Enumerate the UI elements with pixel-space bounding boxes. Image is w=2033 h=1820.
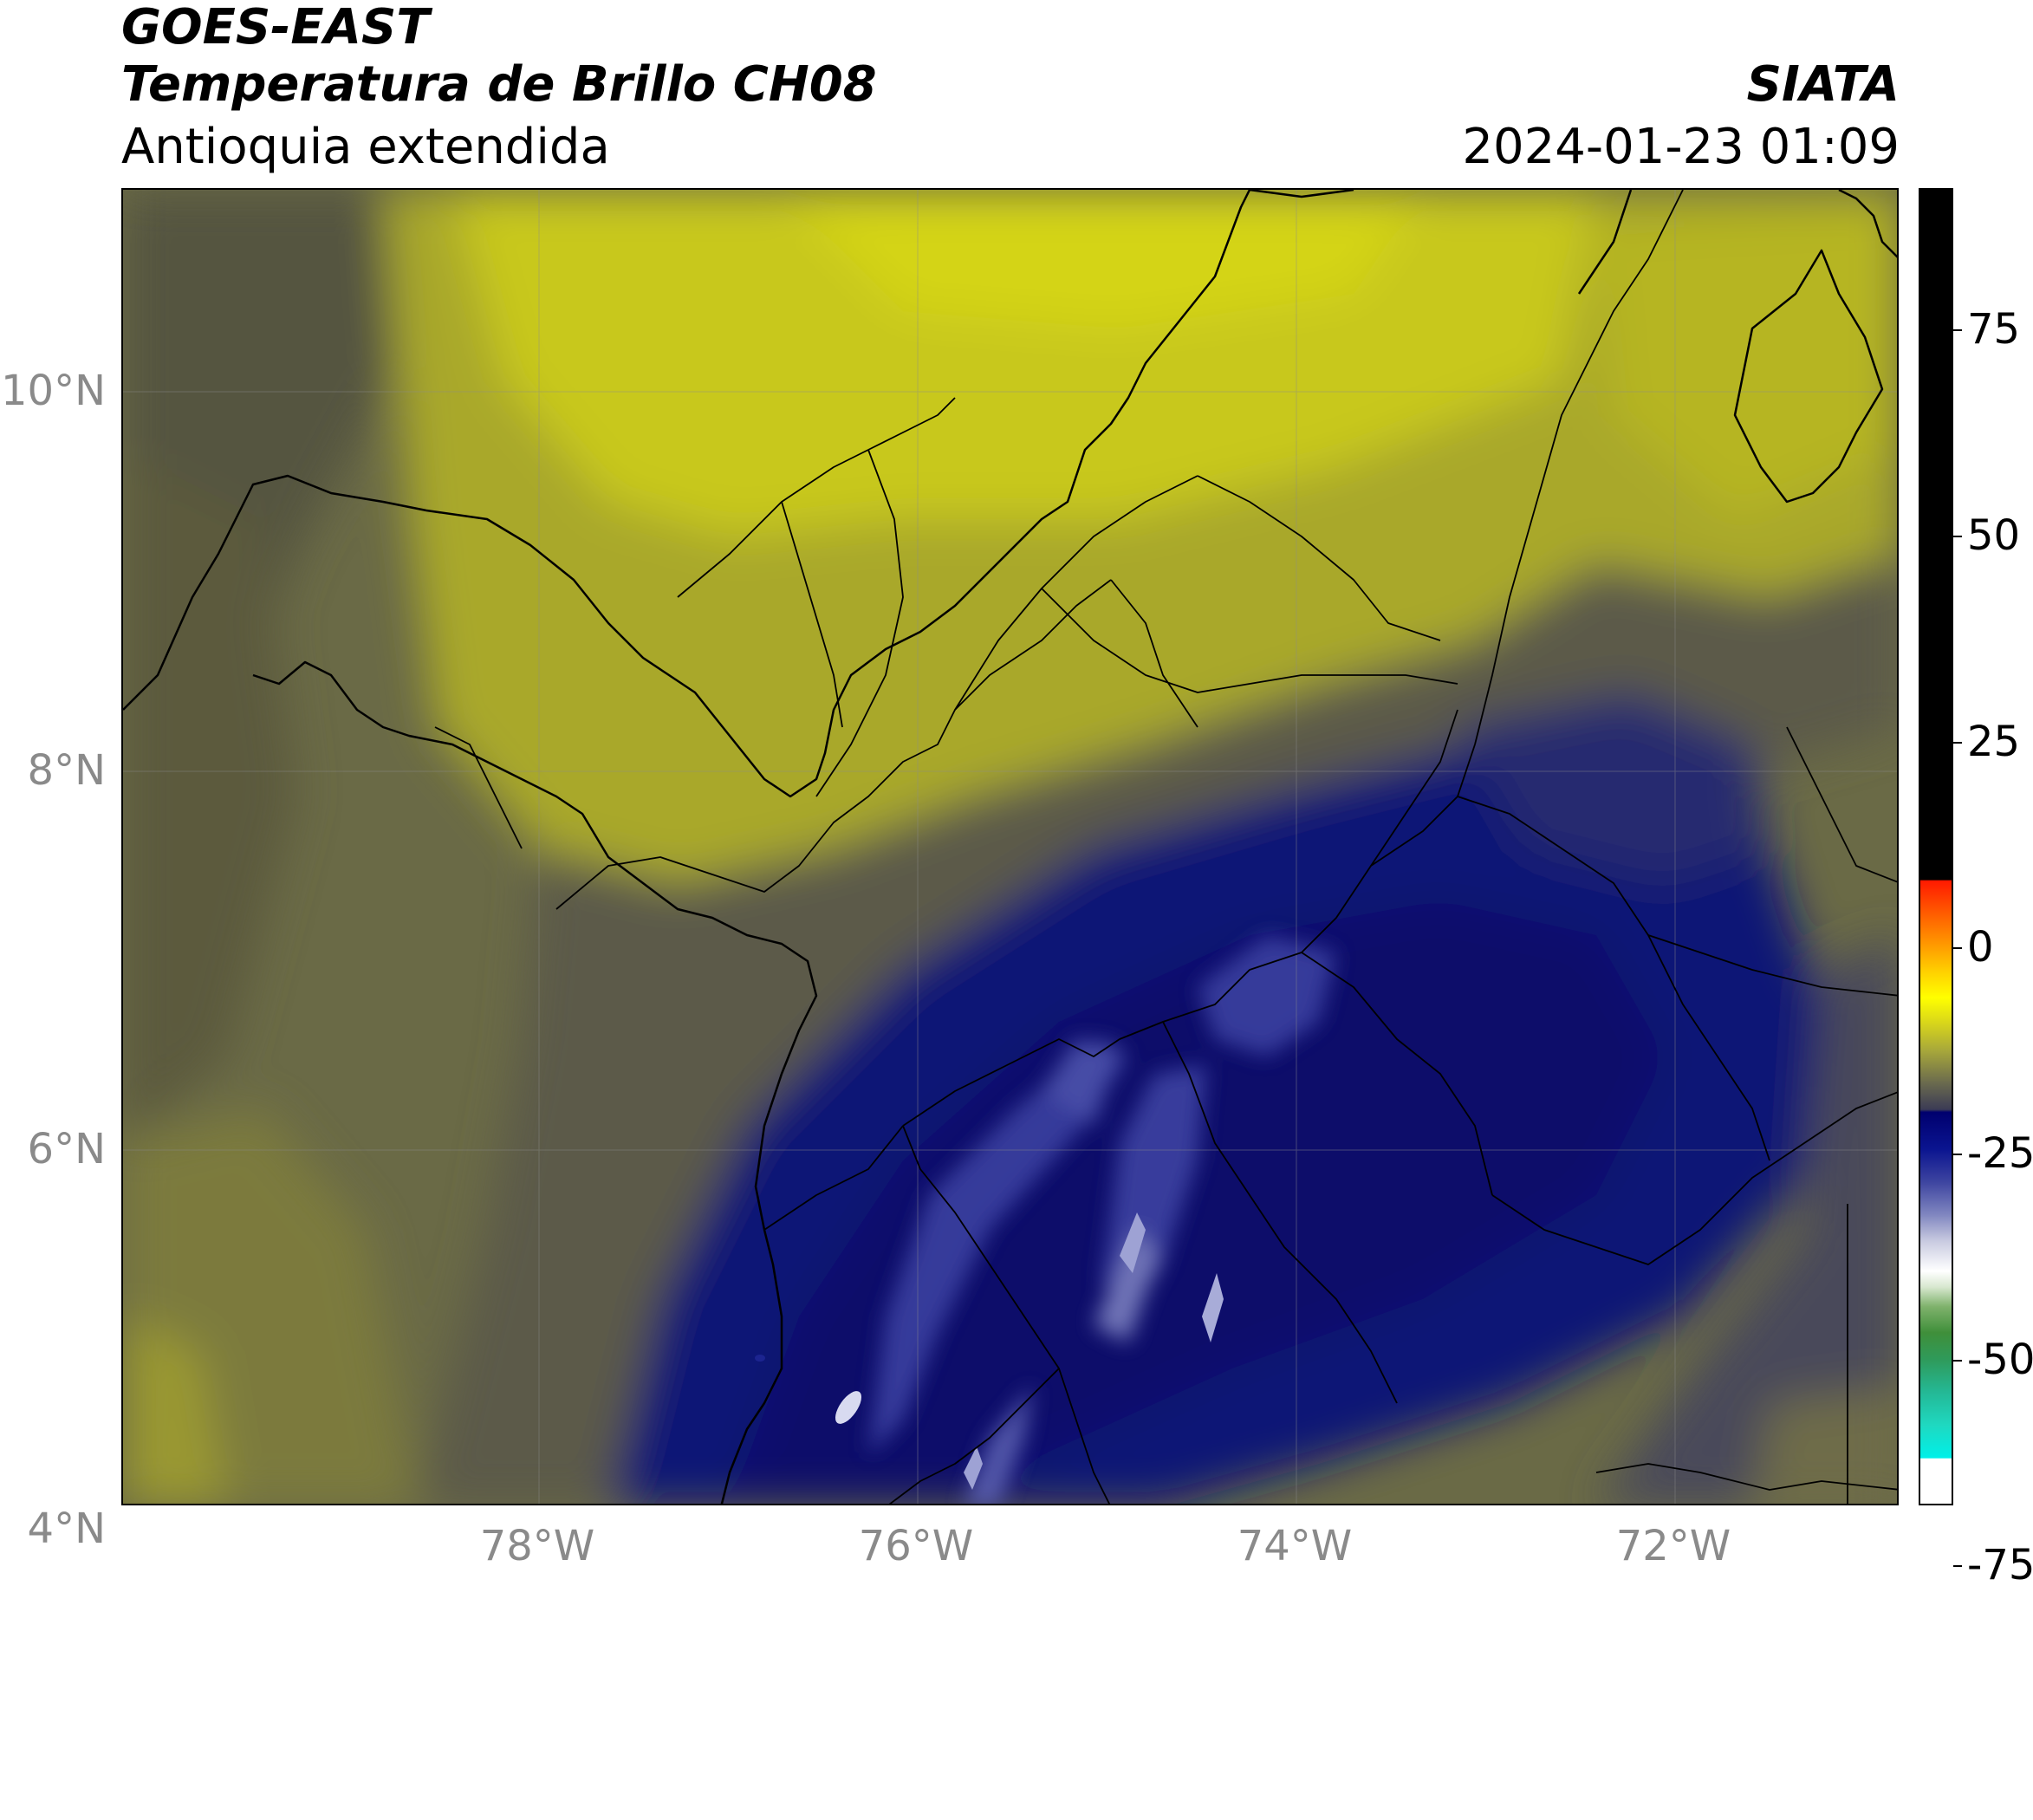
colorbar-label-neg25: -25: [1967, 1133, 2033, 1174]
colorbar-label-75: 75: [1967, 309, 2020, 350]
lon-label-74w: 74°W: [1237, 1525, 1353, 1567]
datetime-label: 2024-01-23 01:09: [1462, 123, 1900, 172]
lat-label-10n: 10°N: [1, 370, 106, 412]
product-title: Temperatura de Brillo CH08: [121, 61, 877, 109]
colorbar-label-50: 50: [1967, 515, 2020, 556]
satellite-title: GOES-EAST: [121, 3, 430, 52]
region-subtitle: Antioquia extendida: [121, 123, 610, 172]
lon-label-78w: 78°W: [480, 1525, 595, 1567]
colorbar-tick-neg25: [1953, 1154, 1962, 1155]
colorbar-tick-0: [1953, 947, 1962, 949]
colorbar-label-0: 0: [1967, 926, 1994, 968]
colorbar-tick-50: [1953, 536, 1962, 537]
lon-label-72w: 72°W: [1616, 1525, 1731, 1567]
colorbar-label-25: 25: [1967, 721, 2020, 763]
lat-label-6n: 6°N: [28, 1128, 106, 1170]
map-canvas: [123, 190, 1899, 1505]
agency-label: SIATA: [1747, 61, 1900, 109]
colorbar-label-neg75: -75: [1967, 1544, 2033, 1586]
lat-label-8n: 8°N: [28, 750, 106, 791]
colorbar-tick-75: [1953, 329, 1962, 331]
colorbar-label-neg50: -50: [1967, 1339, 2033, 1381]
colorbar-tick-25: [1953, 742, 1962, 744]
temperature-colorbar: [1919, 188, 1953, 1505]
lat-label-4n: 4°N: [28, 1508, 106, 1550]
colorbar-tick-neg75: [1953, 1565, 1962, 1567]
colorbar-tick-neg50: [1953, 1360, 1962, 1362]
satellite-map[interactable]: [121, 188, 1899, 1505]
lon-label-76w: 76°W: [859, 1525, 974, 1567]
